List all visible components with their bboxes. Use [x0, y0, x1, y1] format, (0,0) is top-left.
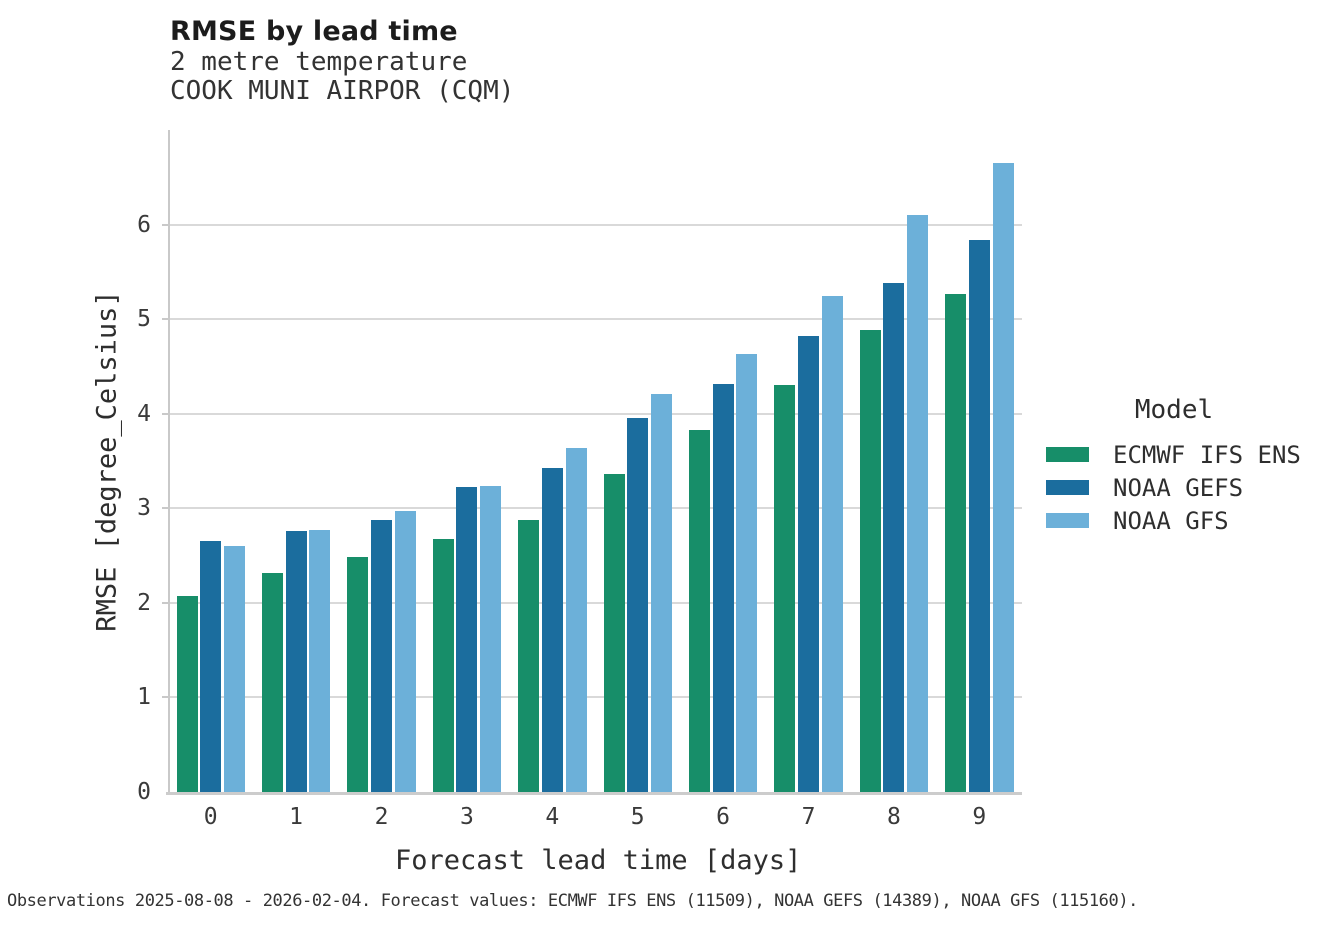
x-tick-label: 8 — [886, 804, 901, 830]
bar-noaa-gefs-lead-4 — [541, 467, 563, 792]
x-tick-label: 7 — [801, 804, 816, 830]
gridline — [168, 223, 1022, 226]
bar-noaa-gfs-lead-9 — [992, 163, 1014, 792]
bar-noaa-gefs-lead-3 — [456, 487, 478, 792]
legend: Model ECMWF IFS ENS NOAA GEFS NOAA GFS — [1046, 396, 1302, 537]
x-tick-label: 1 — [289, 804, 304, 830]
x-tick-label: 2 — [374, 804, 389, 830]
bar-ecmwf-ifs-ens-lead-6 — [688, 429, 710, 792]
legend-items: ECMWF IFS ENS NOAA GEFS NOAA GFS — [1046, 438, 1302, 537]
chart-subtitle-parameter: 2 metre temperature — [170, 47, 468, 77]
bar-ecmwf-ifs-ens-lead-9 — [945, 293, 967, 792]
plot-area: 0 1 2 3 4 5 6 0 1 2 3 4 5 6 7 8 9 — [137, 130, 1022, 830]
gridline — [168, 318, 1022, 321]
chart-subtitle-station: COOK MUNI AIRPOR (CQM) — [170, 76, 515, 106]
bar-noaa-gfs-lead-2 — [394, 511, 416, 792]
y-axis-title: RMSE [degree_Celsius] — [91, 290, 123, 632]
legend-item-label: NOAA GEFS — [1113, 473, 1244, 502]
bar-noaa-gfs-lead-5 — [650, 393, 672, 792]
y-tick-mark — [162, 412, 168, 415]
bar-noaa-gefs-lead-7 — [798, 336, 819, 792]
bar-ecmwf-ifs-ens-lead-4 — [518, 519, 540, 792]
bar-noaa-gfs-lead-4 — [565, 447, 587, 792]
y-tick-label: 5 — [137, 306, 151, 333]
bar-noaa-gefs-lead-6 — [712, 384, 734, 792]
gridline — [168, 507, 1022, 510]
bar-noaa-gfs-lead-6 — [736, 354, 758, 792]
bar-noaa-gefs-lead-5 — [627, 418, 649, 792]
x-tick-label: 5 — [630, 804, 645, 830]
x-axis-title: Forecast lead time [days] — [395, 845, 802, 876]
bar-noaa-gefs-lead-8 — [883, 283, 905, 792]
chart-header: RMSE by lead time 2 metre temperature CO… — [170, 16, 514, 106]
legend-swatch — [1046, 447, 1089, 462]
bar-noaa-gefs-lead-2 — [371, 519, 392, 792]
bar-ecmwf-ifs-ens-lead-7 — [774, 385, 796, 792]
bar-noaa-gefs-lead-1 — [285, 530, 307, 792]
legend-title: Model — [1134, 395, 1214, 425]
bar-ecmwf-ifs-ens-lead-3 — [432, 538, 454, 792]
x-tick-label: 6 — [716, 804, 731, 830]
gridline — [168, 601, 1022, 604]
bar-ecmwf-ifs-ens-lead-1 — [261, 572, 283, 792]
x-tick-label: 4 — [545, 804, 560, 830]
legend-swatch — [1046, 480, 1089, 495]
bar-noaa-gfs-lead-0 — [223, 546, 245, 792]
y-tick-label: 1 — [137, 684, 151, 711]
y-tick-label: 6 — [137, 211, 151, 238]
legend-item: ECMWF IFS ENS — [1046, 438, 1302, 471]
y-tick-label: 3 — [137, 495, 151, 522]
y-tick-mark — [162, 318, 168, 321]
bar-noaa-gfs-lead-1 — [309, 530, 331, 792]
caption: Observations 2025-08-08 - 2026-02-04. Fo… — [7, 891, 1139, 911]
legend-item: NOAA GEFS — [1046, 471, 1302, 504]
x-axis-spine — [166, 792, 1022, 795]
y-tick-mark — [162, 696, 168, 699]
bar-noaa-gfs-lead-7 — [821, 295, 843, 792]
y-tick-mark — [162, 601, 168, 604]
chart-title: RMSE by lead time — [170, 16, 458, 47]
x-tick-label: 0 — [203, 804, 218, 830]
bar-noaa-gfs-lead-8 — [907, 215, 929, 792]
bar-ecmwf-ifs-ens-lead-5 — [603, 474, 625, 792]
legend-item-label: NOAA GFS — [1113, 506, 1229, 535]
bar-ecmwf-ifs-ens-lead-0 — [176, 596, 198, 792]
bar-ecmwf-ifs-ens-lead-8 — [859, 330, 881, 792]
legend-item-label: ECMWF IFS ENS — [1113, 440, 1301, 469]
bar-noaa-gefs-lead-9 — [968, 239, 990, 792]
legend-swatch — [1046, 513, 1089, 528]
y-tick-mark — [162, 507, 168, 510]
x-tick-label: 3 — [459, 804, 474, 830]
y-tick-mark — [162, 223, 168, 226]
bar-ecmwf-ifs-ens-lead-2 — [347, 557, 369, 792]
y-tick-label: 2 — [137, 589, 151, 616]
gridline — [168, 696, 1022, 699]
legend-item: NOAA GFS — [1046, 504, 1302, 537]
bar-noaa-gefs-lead-0 — [200, 541, 222, 792]
x-tick-label: 9 — [972, 804, 987, 830]
gridline — [168, 412, 1022, 415]
y-axis-spine — [168, 130, 170, 792]
bar-noaa-gfs-lead-3 — [480, 485, 502, 792]
y-tick-label: 4 — [137, 400, 151, 427]
y-tick-label: 0 — [137, 779, 151, 805]
